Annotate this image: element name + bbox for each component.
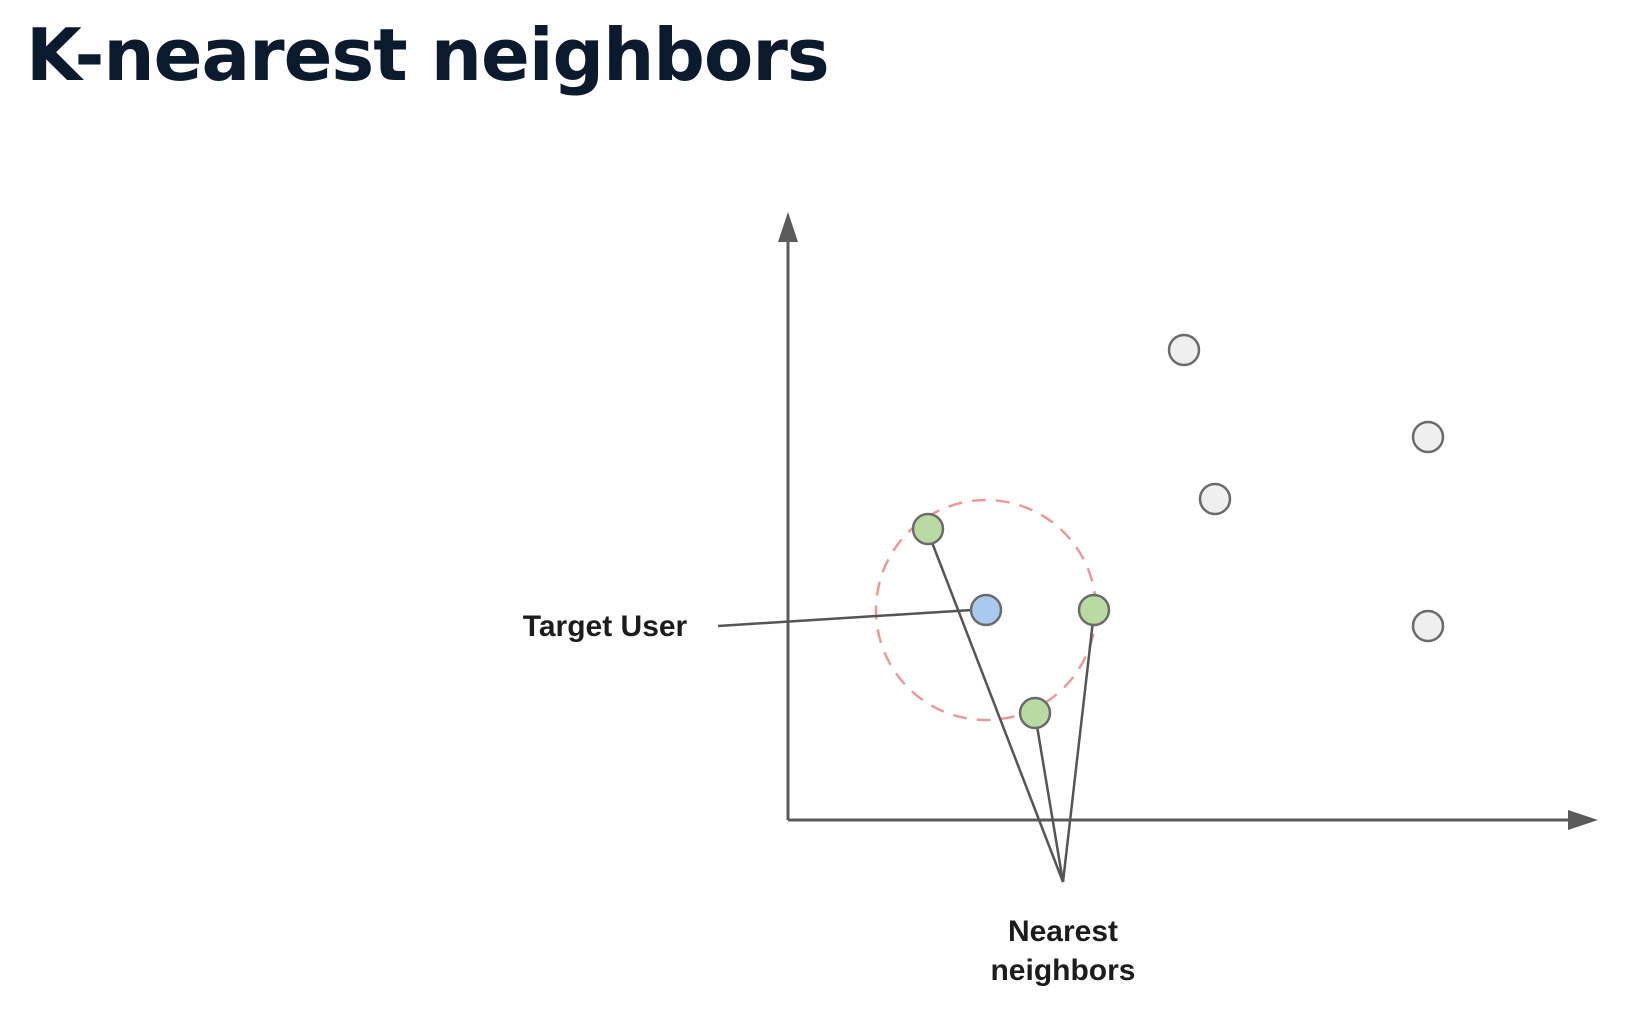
data-point xyxy=(1167,333,1201,367)
neighbor-point xyxy=(911,512,945,546)
neighbor-leader-line-1 xyxy=(926,531,1065,883)
neighbor-leader-line-3 xyxy=(1061,611,1096,883)
x-axis-arrow xyxy=(1568,810,1598,830)
neighbor-point xyxy=(1018,696,1052,730)
target-user-label: Target User xyxy=(523,610,688,643)
target-user-point xyxy=(969,593,1003,627)
nearest-neighbors-label-line1: Nearest xyxy=(1008,915,1118,948)
page-title: K-nearest neighbors xyxy=(26,13,830,97)
data-point xyxy=(1411,609,1445,643)
target-leader-line xyxy=(717,608,973,628)
nearest-neighbors-label-line2: neighbors xyxy=(990,954,1135,987)
data-point xyxy=(1411,420,1445,454)
y-axis-arrow xyxy=(778,212,798,242)
data-point xyxy=(1198,482,1232,516)
neighbor-leader-line-2 xyxy=(1033,713,1065,883)
neighbor-point xyxy=(1077,593,1111,627)
